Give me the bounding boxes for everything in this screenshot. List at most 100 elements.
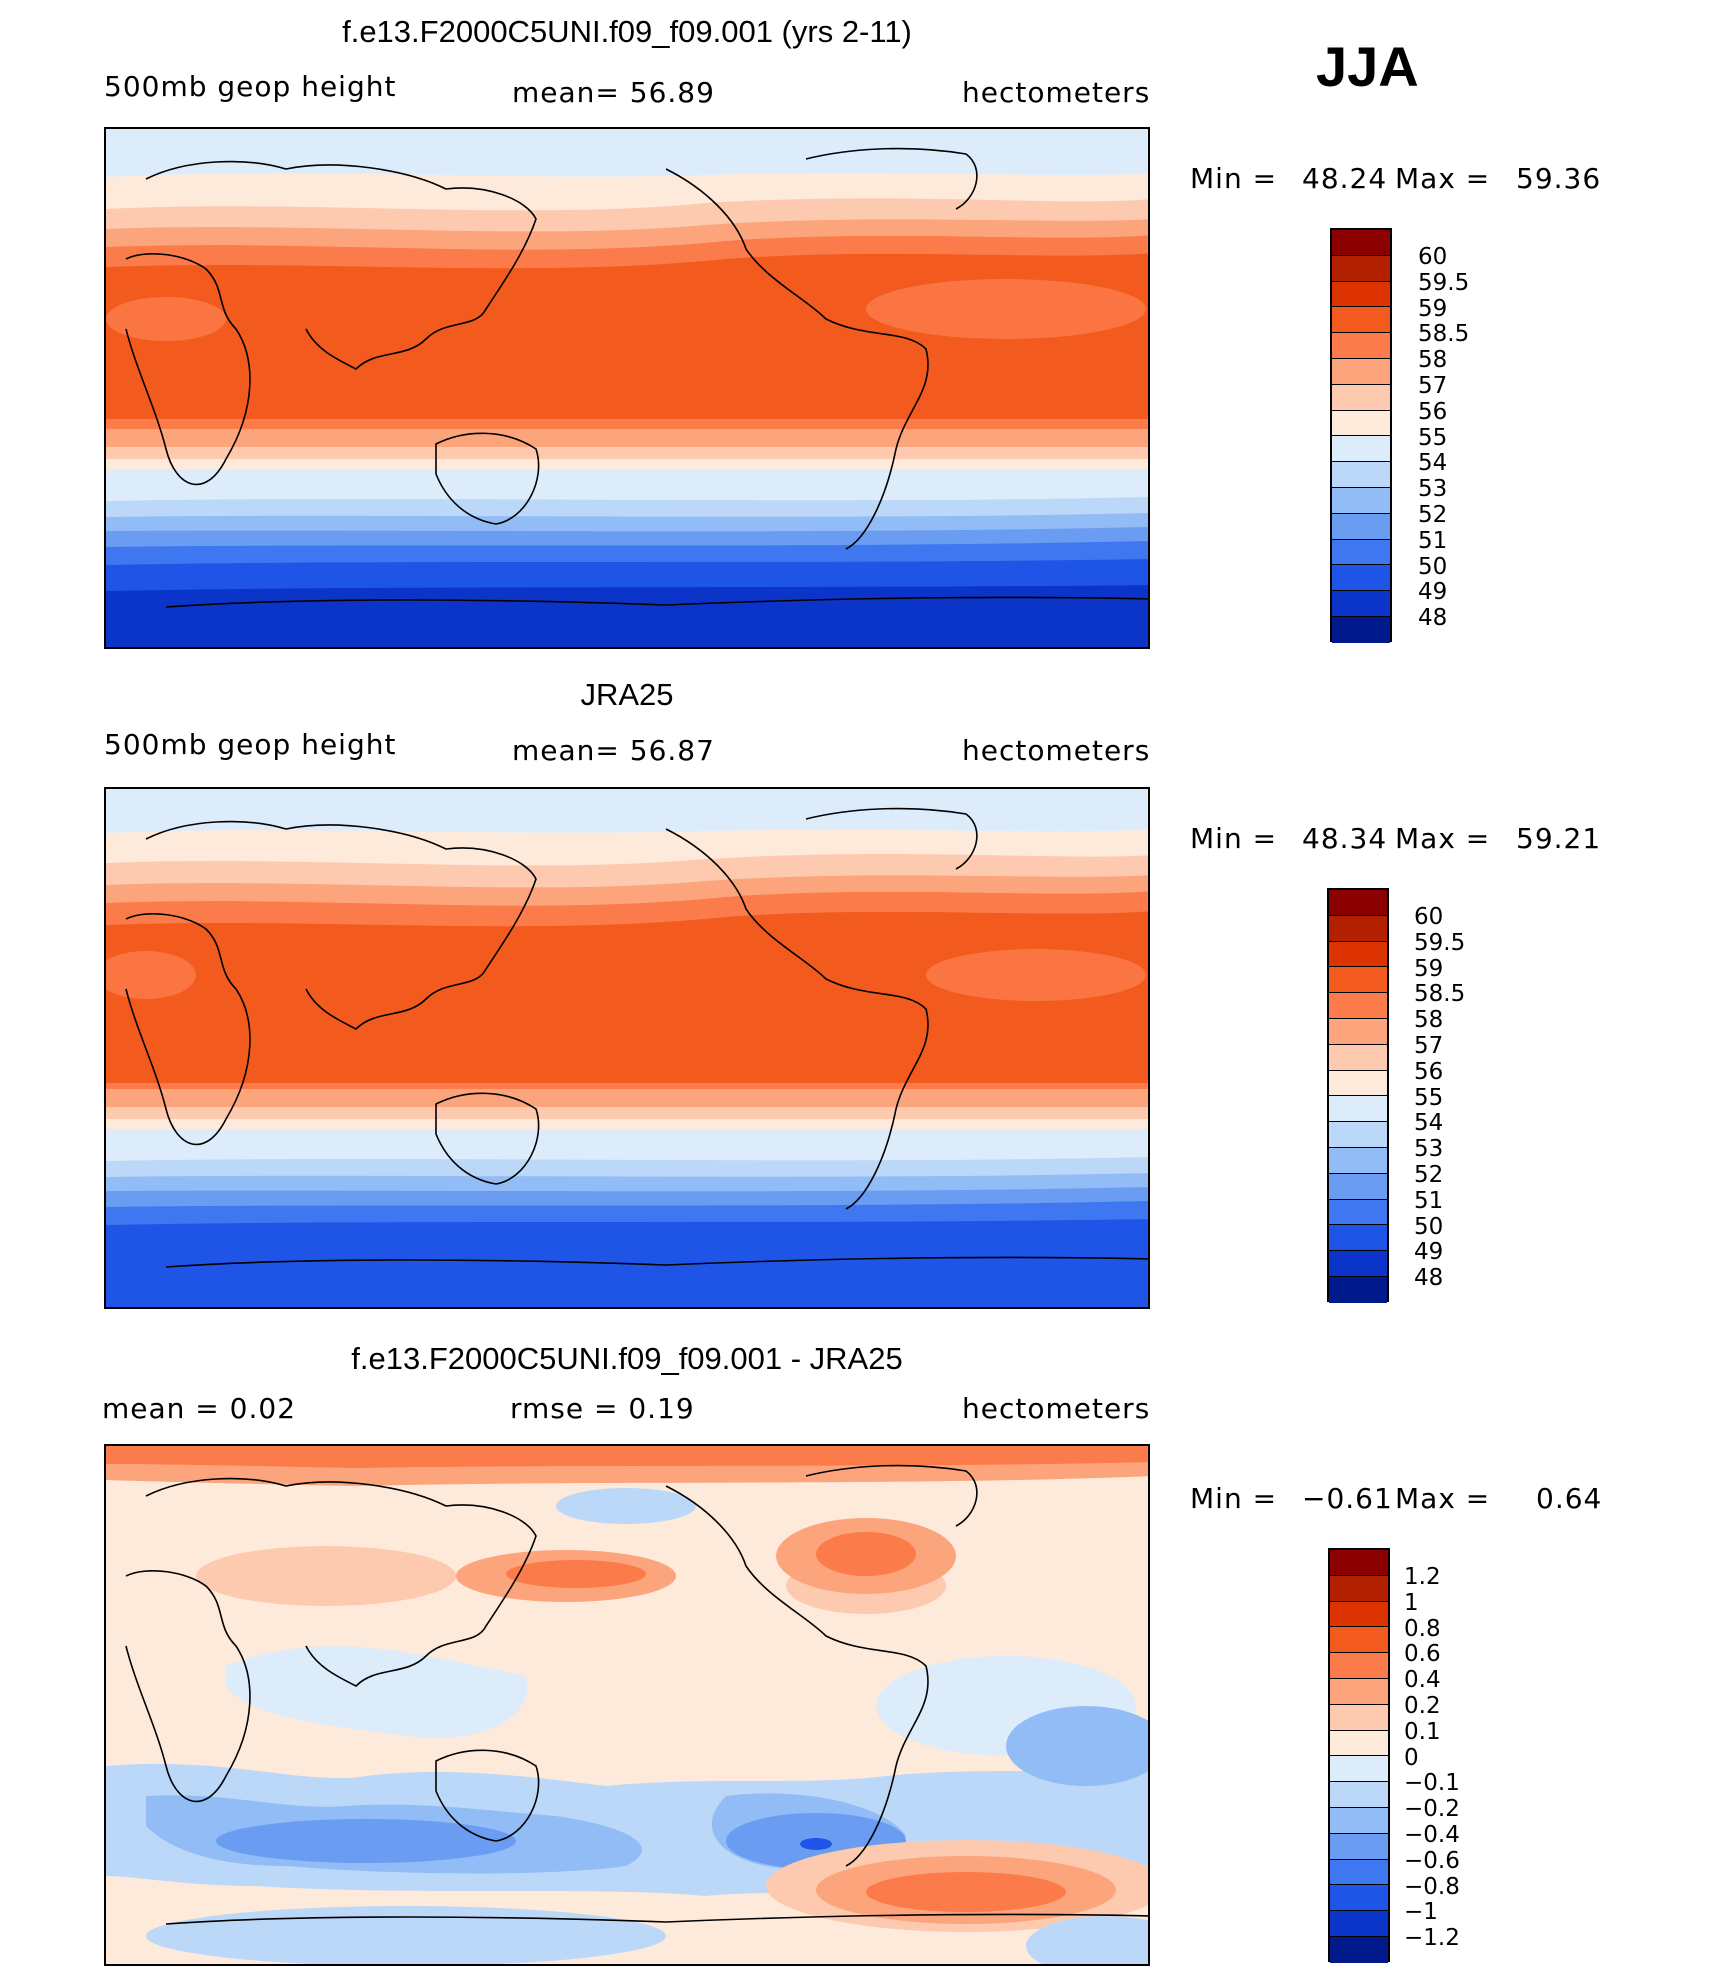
units-label: hectometers (962, 76, 1151, 109)
variable-label: 500mb geop height (104, 728, 397, 761)
colorbar-tick-label: 0.4 (1404, 1667, 1441, 1694)
colorbar-segment (1332, 513, 1390, 540)
colorbar-segment (1330, 1807, 1388, 1834)
colorbar-tick-label: 57 (1418, 373, 1448, 399)
colorbar (1330, 228, 1392, 643)
colorbar-tick-label: 56 (1418, 398, 1448, 425)
colorbar-tick-label: 55 (1418, 424, 1448, 451)
colorbar-tick-label: 54 (1414, 1110, 1444, 1137)
colorbar-tick-label: −0.2 (1404, 1796, 1460, 1823)
contour-map (104, 127, 1150, 649)
colorbar-segment (1330, 1782, 1388, 1808)
colorbar-tick-label: 57 (1414, 1033, 1444, 1059)
colorbar-segment (1329, 1251, 1387, 1277)
colorbar-tick-label: 49 (1418, 579, 1448, 606)
max-value: 59.36 (1516, 162, 1602, 195)
colorbar-segment (1332, 230, 1390, 256)
colorbar-tick-label: −0.1 (1404, 1770, 1460, 1797)
colorbar-segment (1330, 1833, 1388, 1860)
contour-map-svg (106, 789, 1148, 1307)
colorbar-tick-label: 53 (1418, 476, 1448, 503)
colorbar-tick-label: 53 (1414, 1136, 1444, 1163)
colorbar-tick-label: 52 (1414, 1162, 1444, 1188)
colorbar-tick-label: −0.4 (1404, 1822, 1460, 1848)
colorbar-tick-label: −1 (1404, 1899, 1438, 1926)
colorbar-tick-label: 55 (1414, 1084, 1444, 1111)
units-label: hectometers (962, 1392, 1151, 1425)
mean-label: mean = 0.02 (102, 1392, 297, 1425)
colorbar-segment (1329, 1044, 1387, 1071)
colorbar-tick-label: 0.6 (1404, 1641, 1441, 1668)
colorbar-tick-label: 60 (1414, 904, 1444, 930)
colorbar-segment (1332, 565, 1390, 592)
variable-label: 500mb geop height (104, 70, 397, 103)
min-value: −0.61 (1302, 1482, 1393, 1515)
max-label: Max = (1395, 1482, 1491, 1515)
max-label: Max = (1395, 822, 1491, 855)
contour-map (104, 787, 1150, 1309)
colorbar-segment (1330, 1756, 1388, 1783)
colorbar-tick-label: 59 (1418, 295, 1448, 322)
colorbar-tick-label: 1.2 (1404, 1564, 1441, 1590)
season-label: JJA (1316, 35, 1419, 98)
colorbar-tick-label: 1 (1404, 1589, 1419, 1616)
colorbar-tick-label: 50 (1418, 553, 1448, 580)
colorbar-segment (1332, 487, 1390, 514)
contour-map (104, 1444, 1150, 1966)
colorbar-tick-label: 51 (1418, 527, 1448, 554)
colorbar-segment (1330, 1627, 1388, 1654)
colorbar-segment (1329, 1276, 1387, 1303)
colorbar-tick-label: 49 (1414, 1239, 1444, 1266)
colorbar-tick-label: 0.8 (1404, 1615, 1441, 1642)
colorbar-segment (1330, 1678, 1388, 1705)
min-label: Min = (1190, 1482, 1278, 1515)
min-value: 48.34 (1302, 822, 1388, 855)
colorbar-segment (1332, 281, 1390, 308)
colorbar-segment (1330, 1704, 1388, 1731)
colorbar-tick-label: 59.5 (1414, 929, 1466, 956)
panel-title: JRA25 (580, 677, 674, 712)
colorbar-tick-label: 60 (1418, 244, 1448, 270)
colorbar-tick-label: 51 (1414, 1187, 1444, 1214)
max-value: 59.21 (1516, 822, 1602, 855)
mean-label: mean= 56.89 (512, 76, 715, 109)
colorbar-segment (1332, 539, 1390, 566)
colorbar (1327, 888, 1389, 1303)
panel-title: f.e13.F2000C5UNI.f09_f09.001 - JRA25 (351, 1341, 903, 1376)
colorbar-segment (1329, 890, 1387, 916)
colorbar-segment (1330, 1653, 1388, 1679)
colorbar-tick-label: −0.6 (1404, 1847, 1460, 1874)
colorbar-tick-label: 0.1 (1404, 1718, 1441, 1745)
colorbar-tick-label: 52 (1418, 502, 1448, 528)
colorbar-segment (1329, 1018, 1387, 1045)
colorbar-tick-label: 59 (1414, 955, 1444, 982)
colorbar-tick-label: 50 (1414, 1213, 1444, 1240)
colorbar-segment (1332, 307, 1390, 334)
colorbar-segment (1330, 1575, 1388, 1602)
max-label: Max = (1395, 162, 1491, 195)
colorbar-segment (1332, 255, 1390, 282)
colorbar-segment (1332, 410, 1390, 437)
colorbar-tick-label: 58.5 (1414, 981, 1466, 1008)
colorbar-segment (1330, 1911, 1388, 1937)
colorbar-segment (1329, 967, 1387, 994)
colorbar-tick-label: 59.5 (1418, 269, 1470, 296)
colorbar-segment (1330, 1730, 1388, 1757)
colorbar-tick-label: 0.2 (1404, 1693, 1441, 1719)
colorbar-tick-label: 54 (1418, 450, 1448, 477)
colorbar-tick-label: −0.8 (1404, 1873, 1460, 1900)
colorbar (1328, 1548, 1390, 1963)
colorbar-segment (1329, 1122, 1387, 1148)
colorbar-segment (1332, 436, 1390, 463)
colorbar-tick-label: 48 (1418, 605, 1448, 632)
colorbar-segment (1330, 1601, 1388, 1628)
max-value: 0.64 (1536, 1482, 1603, 1515)
colorbar-segment (1330, 1885, 1388, 1912)
colorbar-tick-label: 58 (1414, 1007, 1444, 1034)
colorbar-tick-label: 56 (1414, 1058, 1444, 1085)
colorbar-segment (1330, 1936, 1388, 1963)
colorbar-segment (1332, 358, 1390, 385)
colorbar-segment (1332, 591, 1390, 617)
colorbar-segment (1332, 462, 1390, 488)
colorbar-tick-label: 58 (1418, 347, 1448, 374)
